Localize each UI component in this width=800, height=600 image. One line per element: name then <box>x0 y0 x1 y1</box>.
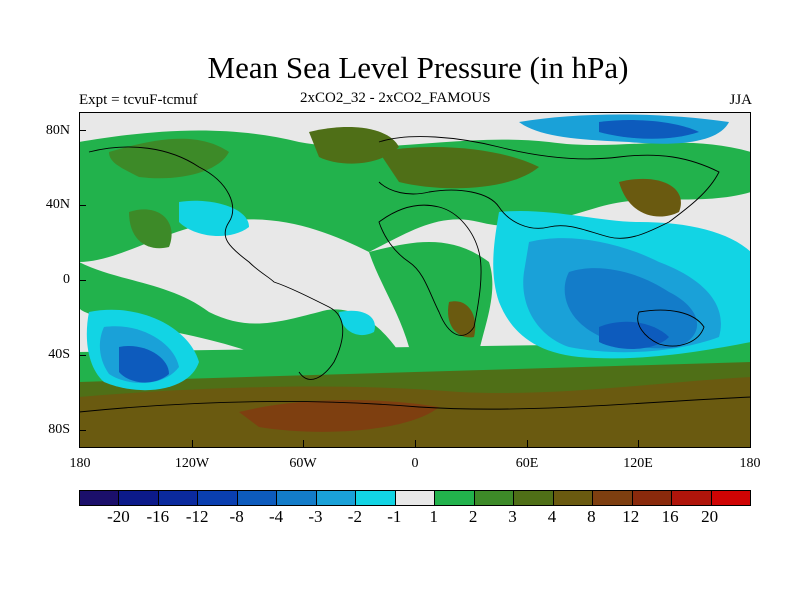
colorbar-label: -12 <box>185 507 209 526</box>
y-tick <box>80 205 86 206</box>
colorbar-label: 20 <box>701 507 719 526</box>
colorbar-label: -8 <box>229 507 244 526</box>
plot-title: Mean Sea Level Pressure (in hPa) <box>207 50 629 85</box>
x-tick-label: 180 <box>739 456 761 471</box>
colorbar-label: -16 <box>146 507 170 526</box>
colorbar-label: 1 <box>429 507 438 526</box>
y-tick <box>80 355 86 356</box>
x-tick <box>303 440 304 447</box>
colorbar-label: -2 <box>347 507 362 526</box>
y-tick <box>80 430 86 431</box>
colorbar-swatch <box>593 491 633 505</box>
x-tick <box>527 440 528 447</box>
colorbar-swatch <box>632 491 673 505</box>
x-tick-label: 60E <box>515 456 539 471</box>
colorbar-label: -4 <box>268 507 284 526</box>
colorbar-label: 3 <box>508 507 517 526</box>
colorbar-label: 2 <box>468 507 478 526</box>
colorbar-swatch <box>711 491 750 505</box>
colorbar-label: 12 <box>622 507 640 526</box>
colorbar-swatch <box>237 491 278 505</box>
colorbar-label: -20 <box>107 507 130 526</box>
colorbar-swatch <box>80 491 120 505</box>
colorbar-swatch <box>356 491 396 505</box>
x-tick-label: 180 <box>69 456 91 471</box>
y-tick-label: 80S <box>48 422 70 437</box>
y-tick-label: 80N <box>45 123 70 138</box>
colorbar-swatch <box>514 491 554 505</box>
colorbar-swatch <box>198 491 238 505</box>
colorbar-label: 16 <box>661 507 679 526</box>
colorbar <box>79 490 751 506</box>
colorbar-swatch <box>672 491 712 505</box>
x-tick <box>192 440 193 447</box>
colorbar-swatch <box>119 491 159 505</box>
colorbar-label: 8 <box>587 507 596 526</box>
colorbar-swatch <box>474 491 515 505</box>
x-tick-label: 120E <box>623 456 653 471</box>
colorbar-label: -3 <box>308 507 323 526</box>
y-tick-label: 0 <box>63 272 70 287</box>
pressure-anomaly-map <box>79 112 751 448</box>
y-tick-label: 40S <box>48 347 70 362</box>
x-tick <box>415 440 416 447</box>
comparison-label: 2xCO2_32 - 2xCO2_FAMOUS <box>300 90 491 106</box>
colorbar-label: -1 <box>387 507 402 526</box>
season-label: JJA <box>729 92 752 108</box>
x-tick-label: 0 <box>411 456 419 471</box>
x-tick <box>638 440 639 447</box>
colorbar-swatch <box>553 491 594 505</box>
experiment-label: Expt = tcvuF-tcmuf <box>79 92 198 108</box>
colorbar-swatch <box>158 491 199 505</box>
map-frame <box>79 112 751 448</box>
colorbar-label: 4 <box>547 507 557 526</box>
colorbar-swatch <box>395 491 436 505</box>
y-tick <box>80 130 86 131</box>
colorbar-swatch <box>277 491 317 505</box>
y-tick <box>80 280 86 281</box>
colorbar-swatch <box>316 491 357 505</box>
y-tick-label: 40N <box>45 197 70 212</box>
colorbar-swatch <box>435 491 475 505</box>
x-tick-label: 60W <box>289 456 317 471</box>
x-tick-label: 120W <box>174 456 210 471</box>
